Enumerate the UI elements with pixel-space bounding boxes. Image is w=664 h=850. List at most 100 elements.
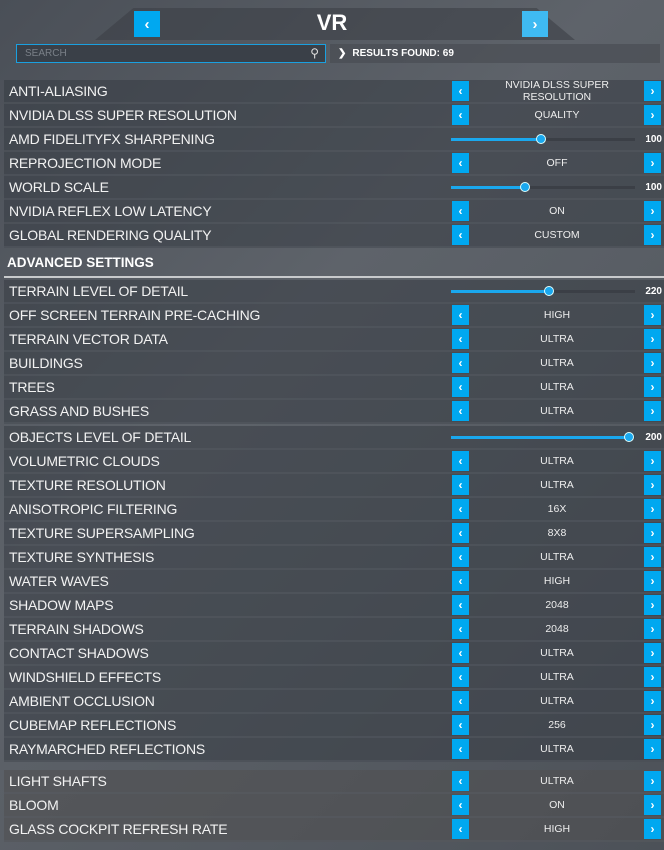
previous-option-button[interactable]: ‹ (452, 523, 469, 543)
previous-option-button[interactable]: ‹ (452, 451, 469, 471)
slider-thumb[interactable] (624, 432, 635, 442)
next-option-button[interactable]: › (644, 819, 661, 839)
section-header: ADVANCED SETTINGS (4, 248, 664, 278)
setting-row-nvidia-dlss-super-resolution[interactable]: NVIDIA DLSS SUPER RESOLUTION ‹ QUALITY › (4, 104, 664, 128)
setting-row-light-shafts[interactable]: LIGHT SHAFTS ‹ ULTRA › (4, 770, 664, 794)
next-option-button[interactable]: › (644, 691, 661, 711)
previous-option-button[interactable]: ‹ (452, 643, 469, 663)
previous-option-button[interactable]: ‹ (452, 225, 469, 245)
previous-option-button[interactable]: ‹ (452, 691, 469, 711)
next-option-button[interactable]: › (644, 771, 661, 791)
next-option-button[interactable]: › (644, 667, 661, 687)
previous-option-button[interactable]: ‹ (452, 619, 469, 639)
setting-row-grass-and-bushes[interactable]: GRASS AND BUSHES ‹ ULTRA › (4, 400, 664, 424)
previous-option-button[interactable]: ‹ (452, 329, 469, 349)
previous-option-button[interactable]: ‹ (452, 595, 469, 615)
prev-page-button[interactable]: ‹ (134, 11, 160, 37)
setting-row-cubemap-reflections[interactable]: CUBEMAP REFLECTIONS ‹ 256 › (4, 714, 664, 738)
previous-option-button[interactable]: ‹ (452, 153, 469, 173)
next-option-button[interactable]: › (644, 353, 661, 373)
setting-row-terrain-level-of-detail[interactable]: TERRAIN LEVEL OF DETAIL 220 (4, 280, 664, 304)
next-option-button[interactable]: › (644, 105, 661, 125)
setting-label: OBJECTS LEVEL OF DETAIL (9, 429, 192, 445)
setting-row-bloom[interactable]: BLOOM ‹ ON › (4, 794, 664, 818)
next-option-button[interactable]: › (644, 523, 661, 543)
setting-row-terrain-shadows[interactable]: TERRAIN SHADOWS ‹ 2048 › (4, 618, 664, 642)
next-option-button[interactable]: › (644, 81, 661, 101)
slider[interactable] (451, 134, 635, 144)
setting-row-off-screen-terrain-pre-caching[interactable]: OFF SCREEN TERRAIN PRE-CACHING ‹ HIGH › (4, 304, 664, 328)
previous-option-button[interactable]: ‹ (452, 667, 469, 687)
setting-row-world-scale[interactable]: WORLD SCALE 100 (4, 176, 664, 200)
setting-row-amd-fidelityfx-sharpening[interactable]: AMD FIDELITYFX SHARPENING 100 (4, 128, 664, 152)
setting-row-water-waves[interactable]: WATER WAVES ‹ HIGH › (4, 570, 664, 594)
next-option-button[interactable]: › (644, 201, 661, 221)
next-option-button[interactable]: › (644, 153, 661, 173)
next-option-button[interactable]: › (644, 739, 661, 759)
next-option-button[interactable]: › (644, 451, 661, 471)
next-option-button[interactable]: › (644, 305, 661, 325)
previous-option-button[interactable]: ‹ (452, 201, 469, 221)
setting-row-texture-supersampling[interactable]: TEXTURE SUPERSAMPLING ‹ 8X8 › (4, 522, 664, 546)
next-option-button[interactable]: › (644, 401, 661, 421)
slider[interactable] (451, 432, 635, 442)
setting-row-ambient-occlusion[interactable]: AMBIENT OCCLUSION ‹ ULTRA › (4, 690, 664, 714)
slider-thumb[interactable] (536, 134, 547, 144)
slider-thumb[interactable] (543, 286, 554, 296)
setting-row-anti-aliasing[interactable]: ANTI-ALIASING ‹ NVIDIA DLSS SUPER RESOLUT… (4, 79, 664, 104)
setting-row-windshield-effects[interactable]: WINDSHIELD EFFECTS ‹ ULTRA › (4, 666, 664, 690)
previous-option-button[interactable]: ‹ (452, 571, 469, 591)
setting-row-glass-cockpit-refresh-rate[interactable]: GLASS COCKPIT REFRESH RATE ‹ HIGH › (4, 818, 664, 842)
slider[interactable] (451, 182, 635, 192)
previous-option-button[interactable]: ‹ (452, 353, 469, 373)
previous-option-button[interactable]: ‹ (452, 377, 469, 397)
next-option-button[interactable]: › (644, 547, 661, 567)
setting-row-terrain-vector-data[interactable]: TERRAIN VECTOR DATA ‹ ULTRA › (4, 328, 664, 352)
next-option-button[interactable]: › (644, 377, 661, 397)
next-option-button[interactable]: › (644, 795, 661, 815)
setting-row-raymarched-reflections[interactable]: RAYMARCHED REFLECTIONS ‹ ULTRA › (4, 738, 664, 762)
setting-row-objects-level-of-detail[interactable]: OBJECTS LEVEL OF DETAIL 200 (4, 426, 664, 450)
next-option-button[interactable]: › (644, 715, 661, 735)
setting-row-anisotropic-filtering[interactable]: ANISOTROPIC FILTERING ‹ 16X › (4, 498, 664, 522)
previous-option-button[interactable]: ‹ (452, 401, 469, 421)
search-input[interactable]: SEARCH ⚲ (16, 44, 326, 63)
setting-row-buildings[interactable]: BUILDINGS ‹ ULTRA › (4, 352, 664, 376)
chevron-right-icon: › (650, 622, 655, 636)
setting-row-contact-shadows[interactable]: CONTACT SHADOWS ‹ ULTRA › (4, 642, 664, 666)
next-option-button[interactable]: › (644, 619, 661, 639)
previous-option-button[interactable]: ‹ (452, 819, 469, 839)
next-page-button[interactable]: › (522, 11, 548, 37)
setting-value: HIGH (543, 309, 571, 321)
next-option-button[interactable]: › (644, 595, 661, 615)
slider[interactable] (451, 286, 635, 296)
setting-row-reprojection-mode[interactable]: REPROJECTION MODE ‹ OFF › (4, 152, 664, 176)
slider-thumb[interactable] (519, 182, 530, 192)
next-option-button[interactable]: › (644, 499, 661, 519)
setting-row-global-rendering-quality[interactable]: GLOBAL RENDERING QUALITY ‹ CUSTOM › (4, 224, 664, 248)
setting-row-nvidia-reflex-low-latency[interactable]: NVIDIA REFLEX LOW LATENCY ‹ ON › (4, 200, 664, 224)
previous-option-button[interactable]: ‹ (452, 547, 469, 567)
previous-option-button[interactable]: ‹ (452, 305, 469, 325)
next-option-button[interactable]: › (644, 329, 661, 349)
previous-option-button[interactable]: ‹ (452, 739, 469, 759)
next-option-button[interactable]: › (644, 225, 661, 245)
previous-option-button[interactable]: ‹ (452, 475, 469, 495)
setting-row-texture-resolution[interactable]: TEXTURE RESOLUTION ‹ ULTRA › (4, 474, 664, 498)
previous-option-button[interactable]: ‹ (452, 499, 469, 519)
chevron-left-icon: ‹ (458, 404, 463, 418)
setting-row-volumetric-clouds[interactable]: VOLUMETRIC CLOUDS ‹ ULTRA › (4, 450, 664, 474)
search-icon[interactable]: ⚲ (310, 46, 319, 60)
setting-row-shadow-maps[interactable]: SHADOW MAPS ‹ 2048 › (4, 594, 664, 618)
next-option-button[interactable]: › (644, 643, 661, 663)
previous-option-button[interactable]: ‹ (452, 771, 469, 791)
previous-option-button[interactable]: ‹ (452, 105, 469, 125)
next-option-button[interactable]: › (644, 475, 661, 495)
chevron-right-icon: › (650, 108, 655, 122)
previous-option-button[interactable]: ‹ (452, 715, 469, 735)
previous-option-button[interactable]: ‹ (452, 795, 469, 815)
setting-row-trees[interactable]: TREES ‹ ULTRA › (4, 376, 664, 400)
setting-row-texture-synthesis[interactable]: TEXTURE SYNTHESIS ‹ ULTRA › (4, 546, 664, 570)
previous-option-button[interactable]: ‹ (452, 81, 469, 101)
next-option-button[interactable]: › (644, 571, 661, 591)
